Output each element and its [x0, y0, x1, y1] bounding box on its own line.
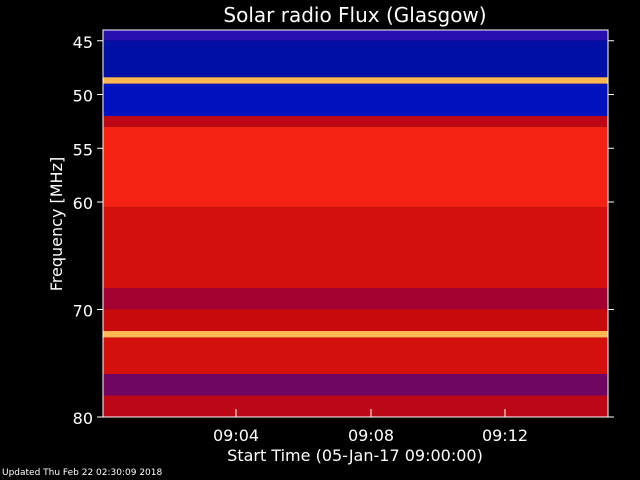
heatmap-band-8: [103, 309, 608, 331]
updated-timestamp: Updated Thu Feb 22 02:30:09 2018: [2, 468, 163, 478]
heatmap-band-11: [103, 374, 608, 396]
heatmap-band-1: [103, 40, 608, 78]
heatmap-band-10: [103, 337, 608, 374]
heatmap-band-4: [103, 116, 608, 127]
plot-frame: [102, 29, 609, 418]
heatmap-band-9: [103, 331, 608, 338]
y-tick-label: 45: [73, 33, 93, 52]
y-tick-label: 55: [73, 140, 93, 159]
y-tick-label: 70: [73, 302, 93, 321]
heatmap-band-0: [103, 30, 608, 41]
y-tick-label: 60: [73, 194, 93, 213]
heatmap-band-5: [103, 126, 608, 208]
x-tick-label: 09:08: [348, 426, 394, 445]
x-axis-label: Start Time (05-Jan-17 09:00:00): [227, 446, 483, 465]
heatmap-band-3: [103, 83, 608, 116]
heatmap-area: [103, 30, 608, 417]
x-tick-label: 09:12: [482, 426, 528, 445]
chart-title: Solar radio Flux (Glasgow): [223, 3, 486, 27]
x-tick-label: 09:04: [213, 426, 259, 445]
y-axis: 45 50 55 60 70 80: [73, 33, 614, 428]
x-axis: 09:04 09:08 09:12: [213, 409, 528, 445]
heatmap-band-12: [103, 395, 608, 417]
heatmap-band-6: [103, 207, 608, 288]
heatmap-band-2: [103, 77, 608, 84]
y-tick-label: 80: [73, 409, 93, 428]
y-tick-label: 50: [73, 87, 93, 106]
y-axis-label: Frequency [MHz]: [47, 157, 66, 291]
heatmap-band-7: [103, 288, 608, 310]
